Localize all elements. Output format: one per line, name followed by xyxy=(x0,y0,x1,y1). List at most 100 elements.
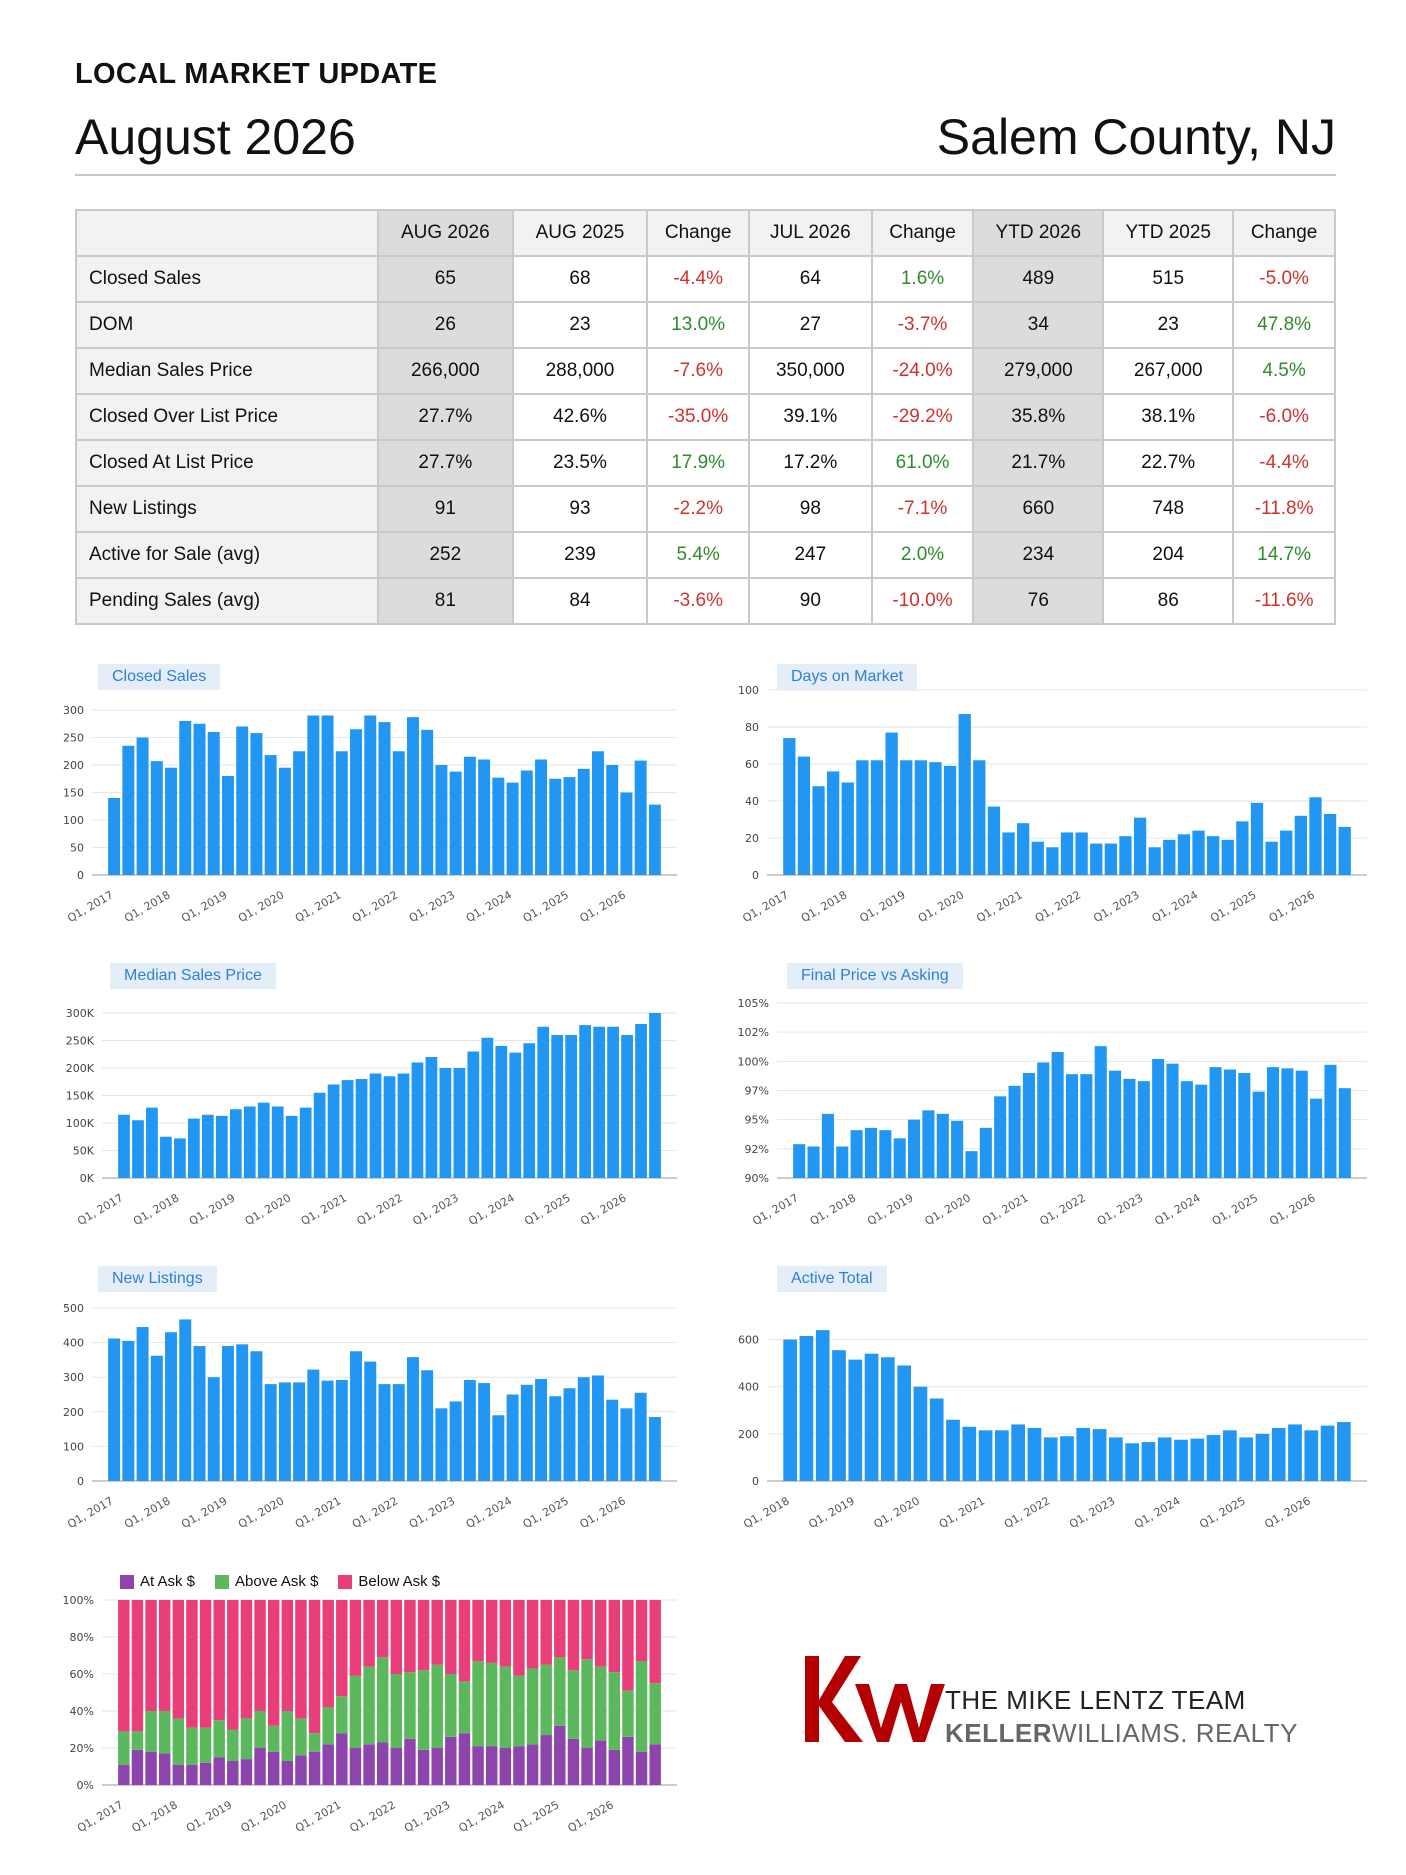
x-tick-label: Q1, 2024 xyxy=(456,1798,506,1835)
stacked-bar-segment xyxy=(390,1600,403,1674)
stacked-bar-segment xyxy=(567,1670,580,1739)
bar xyxy=(1060,1436,1074,1481)
bar xyxy=(908,1119,921,1178)
bar xyxy=(1320,1425,1335,1481)
bar xyxy=(965,1151,978,1178)
bar xyxy=(1152,1059,1165,1178)
bar xyxy=(492,777,505,875)
stacked-bar-segment xyxy=(281,1760,294,1785)
bar xyxy=(350,1351,363,1481)
stacked-bar-segment xyxy=(635,1600,648,1662)
bar xyxy=(327,1084,340,1178)
bar xyxy=(946,1419,960,1481)
stacked-bar-segment xyxy=(526,1744,539,1785)
stacked-bar-segment xyxy=(635,1661,648,1752)
stacked-bar-segment xyxy=(376,1742,389,1785)
y-tick-label: 200 xyxy=(63,1406,84,1419)
x-tick-label: Q1, 2026 xyxy=(1267,888,1317,925)
bar xyxy=(648,1416,661,1481)
bar xyxy=(421,729,434,875)
stacked-bar-segment xyxy=(594,1740,607,1785)
change-cell: -5.0% xyxy=(1232,255,1336,303)
stacked-bar-segment xyxy=(199,1762,212,1785)
bar xyxy=(132,1120,144,1178)
chart-title: Active Total xyxy=(777,1266,887,1292)
x-tick-label: Q1, 2021 xyxy=(980,1191,1030,1228)
value-cell: 27.7% xyxy=(377,393,514,441)
chart-title: Closed Sales xyxy=(98,664,221,690)
stacked-bar-segment xyxy=(145,1600,157,1711)
x-tick-label: Q1, 2017 xyxy=(65,1494,115,1531)
bar xyxy=(893,1138,906,1178)
value-cell: 68 xyxy=(511,255,649,303)
bar xyxy=(1288,1424,1302,1481)
bar xyxy=(593,1026,605,1178)
value-cell: 288,000 xyxy=(511,347,649,395)
x-tick-label: Q1, 2023 xyxy=(1091,888,1141,925)
x-tick-label: Q1, 2025 xyxy=(1208,888,1258,925)
bar xyxy=(978,1430,993,1481)
stacked-bar-segment xyxy=(213,1757,225,1785)
bar xyxy=(793,1144,806,1178)
bar xyxy=(1209,1067,1222,1178)
stacked-bar-segment xyxy=(199,1727,212,1763)
stacked-bar-segment xyxy=(390,1748,403,1785)
legend-label: At Ask $ xyxy=(140,1573,196,1590)
stacked-bar-segment xyxy=(594,1600,607,1667)
bar xyxy=(1223,1069,1236,1178)
x-tick-label: Q1, 2022 xyxy=(350,888,400,925)
stacked-bar-segment xyxy=(172,1600,185,1719)
y-tick-label: 105% xyxy=(738,997,769,1010)
bar xyxy=(207,732,220,875)
bar xyxy=(250,733,263,875)
bar xyxy=(492,1415,505,1481)
stacked-bar-segment xyxy=(608,1672,621,1750)
bar xyxy=(577,768,590,875)
stacked-bar-segment xyxy=(295,1718,307,1756)
bar xyxy=(1239,1437,1253,1481)
bar xyxy=(799,1336,814,1481)
bar xyxy=(929,1398,944,1481)
change-cell: 1.6% xyxy=(870,255,975,303)
row-label: DOM xyxy=(75,301,379,349)
change-cell: 17.9% xyxy=(646,439,751,487)
stacked-bar-segment xyxy=(622,1736,634,1785)
bar xyxy=(118,1114,130,1178)
bar xyxy=(264,1384,277,1481)
stacked-bar-segment xyxy=(540,1600,552,1665)
bar xyxy=(243,1106,256,1178)
x-tick-label: Q1, 2020 xyxy=(872,1494,922,1531)
bar xyxy=(307,715,320,875)
bar xyxy=(836,1146,849,1178)
stacked-bar-segment xyxy=(186,1764,198,1785)
bar xyxy=(1281,1068,1294,1178)
bar xyxy=(1037,1062,1050,1178)
stacked-bar-segment xyxy=(431,1664,443,1748)
bar xyxy=(648,804,661,875)
bar xyxy=(1080,1074,1093,1178)
table-row: Closed Sales 65 68 -4.4% 64 1.6% 489 515 -5.0% xyxy=(75,255,1336,303)
x-tick-label: Q1, 2020 xyxy=(243,1191,293,1228)
bar xyxy=(565,1035,578,1178)
col-header: AUG 2026 xyxy=(377,209,514,257)
stacked-bar-segment xyxy=(254,1748,266,1785)
days-on-market-chart: Days on Market 0 20 40 60 80 100 Q1, 2017 Q1, 20… xyxy=(735,660,1367,950)
bar xyxy=(1094,1046,1107,1178)
bar xyxy=(165,767,178,875)
bar xyxy=(1271,1427,1286,1481)
bar xyxy=(841,782,854,875)
bar xyxy=(1338,826,1351,875)
stacked-bar-segment xyxy=(186,1727,198,1765)
bar xyxy=(293,1382,306,1481)
x-tick-label: Q1, 2024 xyxy=(466,1191,516,1228)
bar xyxy=(392,1384,405,1481)
stacked-bar-segment xyxy=(390,1674,403,1748)
bar xyxy=(1104,843,1117,875)
stacked-bar-segment xyxy=(322,1707,334,1745)
bar xyxy=(1163,839,1176,875)
y-tick-label: 400 xyxy=(63,1337,84,1350)
legend-label: Above Ask $ xyxy=(235,1573,319,1590)
value-cell: 279,000 xyxy=(972,347,1105,395)
x-tick-label: Q1, 2026 xyxy=(578,1494,628,1531)
